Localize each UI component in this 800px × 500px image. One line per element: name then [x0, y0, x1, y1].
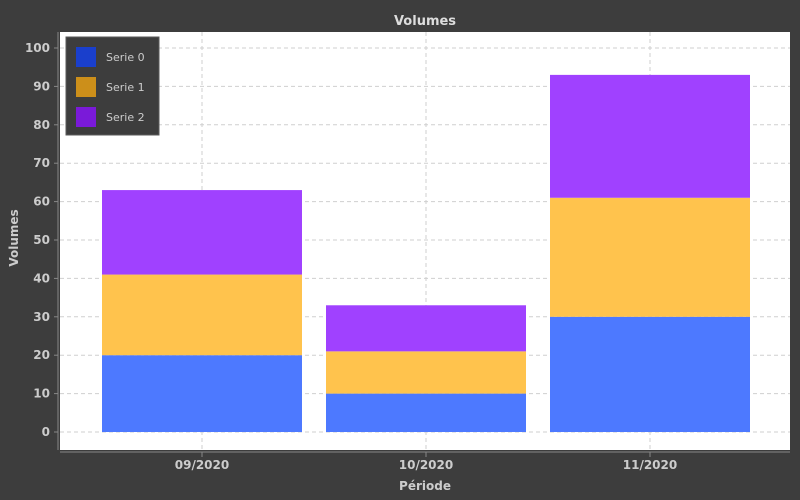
y-tick-label: 50 — [33, 233, 50, 247]
y-tick-label: 70 — [33, 156, 50, 170]
bar-serie-0-10-2020 — [326, 393, 526, 432]
bar-serie-1-09-2020 — [102, 274, 302, 356]
bar-serie-0-11-2020 — [550, 316, 750, 432]
y-tick-label: 90 — [33, 79, 50, 93]
bar-serie-2-09-2020 — [102, 190, 302, 275]
y-tick-label: 40 — [33, 271, 50, 285]
legend-swatch — [76, 77, 96, 97]
chart-title: Volumes — [394, 14, 456, 29]
y-tick-label: 30 — [33, 310, 50, 324]
x-tick-label: 11/2020 — [623, 458, 677, 472]
x-tick-label: 10/2020 — [399, 458, 453, 472]
legend: Serie 0 Serie 1 Serie 2 — [65, 36, 160, 136]
bar-serie-2-10-2020 — [326, 305, 526, 352]
axes — [57, 32, 790, 453]
bars — [102, 74, 750, 432]
y-tick-label: 0 — [42, 425, 50, 439]
legend-swatch — [76, 107, 96, 127]
bar-serie-0-09-2020 — [102, 355, 302, 432]
x-axis-label: Période — [399, 479, 451, 493]
legend-label: Serie 2 — [106, 111, 145, 124]
legend-label: Serie 1 — [106, 81, 145, 94]
tick-labels: 0 10 20 30 40 50 60 70 80 90 100 09/2020 10/2020 11/2… — [25, 41, 677, 472]
y-tick-label: 10 — [33, 387, 50, 401]
y-tick-label: 20 — [33, 348, 50, 362]
legend-swatch — [76, 47, 96, 67]
y-tick-label: 100 — [25, 41, 50, 55]
x-tick-label: 09/2020 — [175, 458, 229, 472]
bar-serie-2-11-2020 — [550, 74, 750, 198]
bar-serie-1-11-2020 — [550, 197, 750, 317]
legend-label: Serie 0 — [106, 51, 145, 64]
bar-serie-1-10-2020 — [326, 351, 526, 394]
y-tick-label: 60 — [33, 195, 50, 209]
y-axis-label: Volumes — [7, 209, 21, 266]
y-tick-label: 80 — [33, 118, 50, 132]
